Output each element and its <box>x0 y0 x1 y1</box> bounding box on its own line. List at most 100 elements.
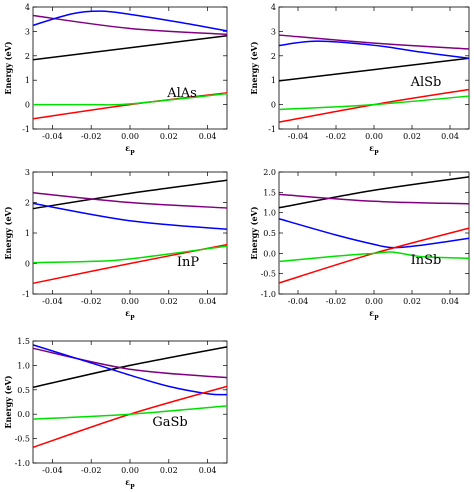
y-tick-label: 0.5 <box>263 229 276 238</box>
x-tick-label: 0.02 <box>403 297 421 306</box>
y-tick-label: -1 <box>22 290 30 299</box>
x-tick-label: 0.00 <box>121 132 139 141</box>
y-tick-label: -1 <box>22 125 30 134</box>
x-tick-label: 0.04 <box>441 297 459 306</box>
plot-frame <box>32 171 228 295</box>
series-line <box>278 40 470 59</box>
y-tick-label: 0.0 <box>263 249 276 258</box>
y-tick-label: 4 <box>25 3 30 12</box>
y-tick-label: 2.0 <box>263 168 276 177</box>
series-line <box>32 344 228 396</box>
x-tick-label: -0.04 <box>42 297 63 306</box>
material-annotation: InSb <box>411 253 442 268</box>
x-tick-label: 0.00 <box>365 132 383 141</box>
material-annotation: AlAs <box>166 86 197 101</box>
y-tick-label: 3 <box>25 168 30 177</box>
x-tick-label: 0.00 <box>365 297 383 306</box>
y-tick-label: 2 <box>271 52 276 61</box>
material-annotation: AlSb <box>410 75 442 90</box>
x-tick-label: 0.02 <box>160 132 178 141</box>
y-tick-label: -1 <box>268 125 276 134</box>
x-axis-label: εP <box>125 308 135 322</box>
y-axis-label: Energy (eV) <box>249 41 259 94</box>
y-tick-label: 1 <box>25 76 30 85</box>
series-line <box>278 218 470 249</box>
chart-panel: -1.0 -0.5 0.0 0.5 1.0 1.5 2.0 -0.04 -0.02 0.00 0.0… <box>249 168 470 322</box>
x-tick-label: 0.04 <box>199 297 217 306</box>
series-line <box>32 35 228 61</box>
series-line <box>32 346 228 389</box>
x-tick-label: 0.04 <box>199 132 217 141</box>
chart-panel: -1 0 1 2 3 -0.04 -0.02 0.00 0.02 0.04 Energy (eV) ε… <box>3 168 228 322</box>
x-axis-label: εP <box>369 143 379 157</box>
x-tick-label: -0.02 <box>81 297 102 306</box>
x-tick-label: 0.00 <box>121 297 139 306</box>
y-tick-label: 0 <box>271 101 276 110</box>
chart-panel: -1 0 1 2 3 4 -0.04 -0.02 0.00 0.02 0.04 Energy (eV)… <box>249 3 470 157</box>
y-tick-label: 3 <box>271 27 276 36</box>
y-tick-label: 0 <box>25 260 30 269</box>
x-tick-label: 0.04 <box>199 466 217 475</box>
x-tick-label: 0.02 <box>403 132 421 141</box>
y-tick-label: 0 <box>25 101 30 110</box>
series-line <box>278 57 470 82</box>
y-tick-label: 1.0 <box>263 209 276 218</box>
series-line <box>32 179 228 210</box>
y-tick-label: 2 <box>25 199 30 208</box>
series-line <box>278 88 470 123</box>
x-tick-label: -0.04 <box>288 132 309 141</box>
y-tick-label: -0.5 <box>261 270 276 279</box>
x-tick-label: -0.02 <box>81 132 102 141</box>
x-tick-label: -0.02 <box>326 297 347 306</box>
series-line <box>32 245 228 264</box>
x-axis-label: εP <box>369 308 379 322</box>
y-tick-label: 1 <box>271 76 276 85</box>
y-tick-label: 1.0 <box>17 361 30 370</box>
material-annotation: GaSb <box>152 415 187 430</box>
x-axis-label: εP <box>125 143 135 157</box>
y-tick-label: 1.5 <box>263 188 276 197</box>
x-tick-label: 0.02 <box>160 297 178 306</box>
series-line <box>32 202 228 231</box>
y-tick-label: 4 <box>271 3 276 12</box>
series-line <box>278 95 470 111</box>
x-tick-label: -0.04 <box>288 297 309 306</box>
y-tick-label: 1 <box>25 229 30 238</box>
x-tick-label: 0.00 <box>121 466 139 475</box>
x-tick-label: -0.02 <box>81 466 102 475</box>
x-tick-label: 0.04 <box>441 132 459 141</box>
y-axis-label: Energy (eV) <box>3 41 13 94</box>
series-line <box>32 385 228 449</box>
y-axis-label: Energy (eV) <box>3 375 13 428</box>
material-annotation: InP <box>177 255 200 270</box>
y-tick-label: 3 <box>25 27 30 36</box>
y-tick-label: -1.0 <box>15 459 30 468</box>
series-line <box>32 405 228 420</box>
y-tick-label: 0.0 <box>17 410 30 419</box>
series-line <box>32 92 228 106</box>
series-line <box>32 191 228 209</box>
y-axis-label: Energy (eV) <box>3 206 13 259</box>
series-line <box>278 193 470 205</box>
series-line <box>32 347 228 379</box>
plot-frame <box>32 340 228 464</box>
series-line <box>278 251 470 263</box>
series-line <box>278 176 470 209</box>
chart-panel: -1 0 1 2 3 4 -0.04 -0.02 0.00 0.02 0.04 Energy (eV)… <box>3 3 228 157</box>
x-tick-label: -0.04 <box>42 132 63 141</box>
series-line <box>278 34 470 50</box>
y-tick-label: 1.5 <box>17 337 30 346</box>
y-tick-label: 0.5 <box>17 386 30 395</box>
x-tick-label: -0.04 <box>42 466 63 475</box>
chart-panel: -1.0 -0.5 0.0 0.5 1.0 1.5 -0.04 -0.02 0.00 0.02 0.… <box>3 337 228 491</box>
x-tick-label: 0.02 <box>160 466 178 475</box>
y-tick-label: -1.0 <box>261 290 276 299</box>
y-tick-label: -0.5 <box>15 435 30 444</box>
x-axis-label: εP <box>125 477 135 491</box>
y-axis-label: Energy (eV) <box>249 206 259 259</box>
x-tick-label: -0.02 <box>326 132 347 141</box>
plot-frame <box>278 6 470 130</box>
series-line <box>32 10 228 32</box>
y-tick-label: 2 <box>25 52 30 61</box>
